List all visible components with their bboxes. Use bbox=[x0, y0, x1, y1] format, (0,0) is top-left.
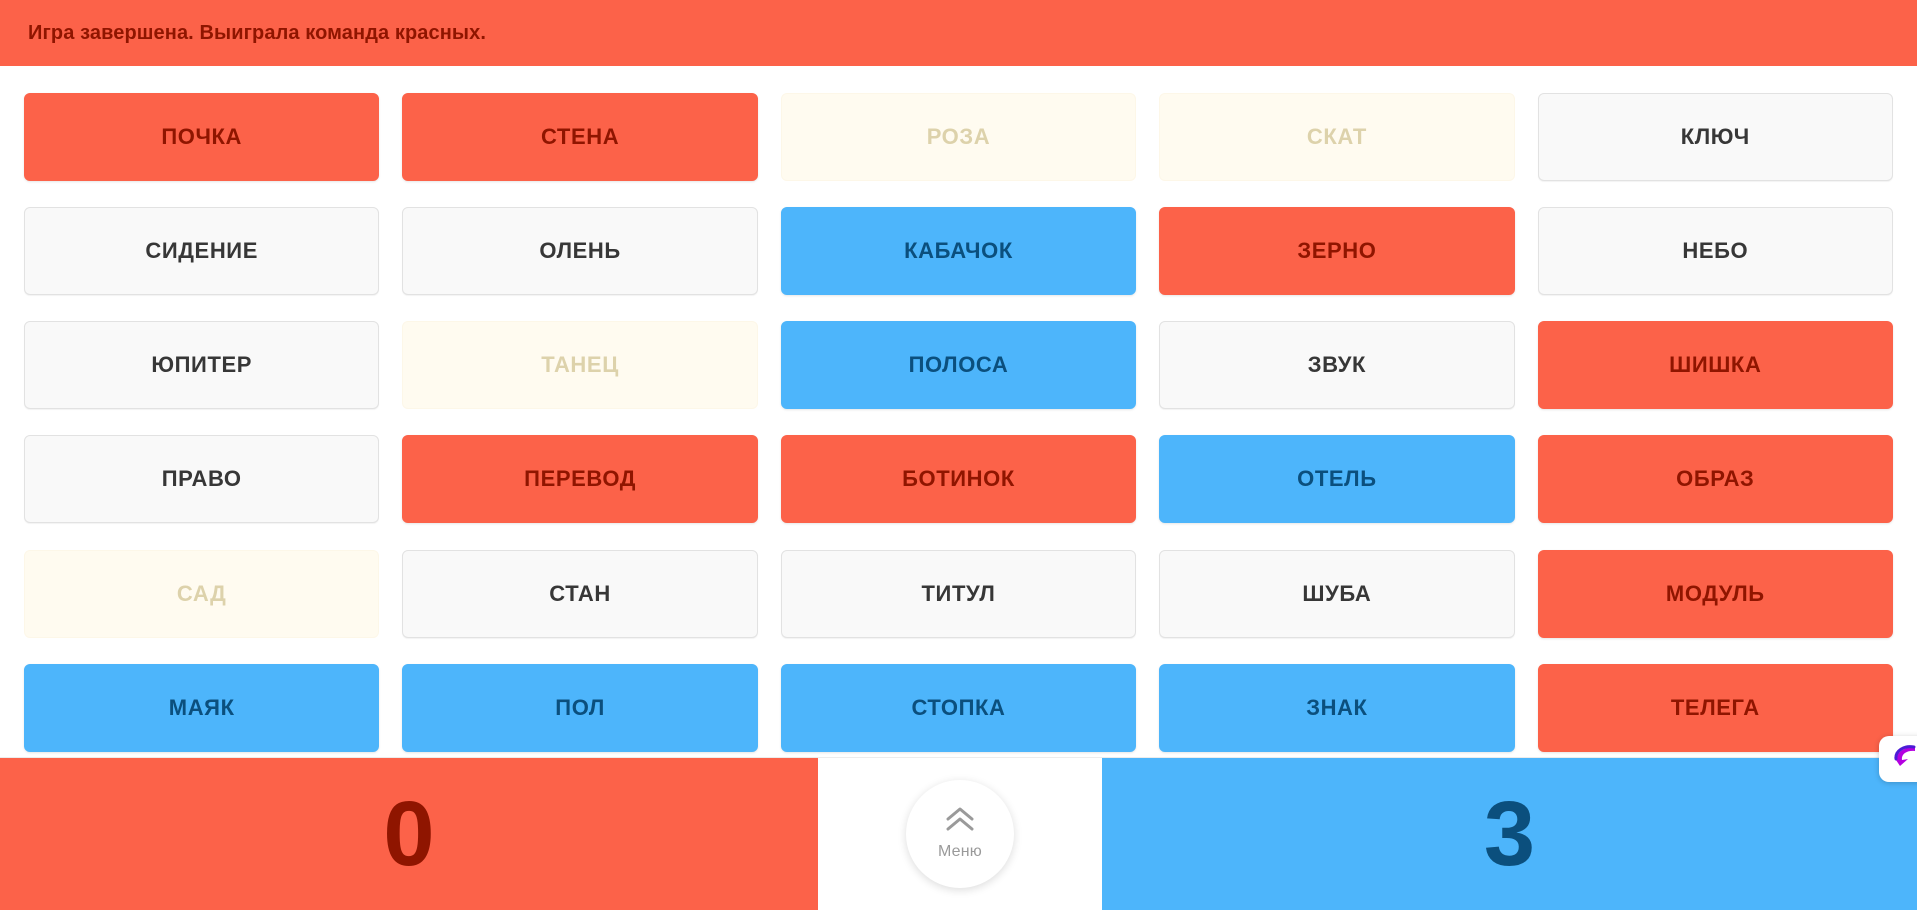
word-card-label: КЛЮЧ bbox=[1680, 124, 1750, 149]
word-card-label: САД bbox=[176, 580, 227, 606]
word-card[interactable]: ПОЧКА bbox=[24, 93, 380, 181]
game-status-text: Игра завершена. Выиграла команда красных… bbox=[28, 21, 486, 44]
word-card[interactable]: ПОЛ bbox=[402, 663, 758, 752]
word-card[interactable]: ПРАВО bbox=[24, 435, 380, 524]
word-card[interactable]: ЗНАК bbox=[1159, 663, 1515, 752]
red-team-score: 0 bbox=[383, 783, 435, 885]
word-card-label: НЕБО bbox=[1682, 238, 1749, 264]
word-card-label: ОЛЕНЬ bbox=[539, 238, 621, 264]
word-card[interactable]: ПОЛОСА bbox=[780, 321, 1137, 410]
word-card-label: ЗВУК bbox=[1307, 352, 1367, 378]
word-card-label: СТЕНА bbox=[540, 124, 620, 149]
word-card[interactable]: ОЛЕНЬ bbox=[402, 207, 758, 296]
word-card[interactable]: СТОПКА bbox=[780, 663, 1137, 752]
word-card[interactable]: ЗВУК bbox=[1159, 321, 1515, 410]
word-card-label: СКАТ bbox=[1306, 124, 1367, 149]
word-card[interactable]: ОТЕЛЬ bbox=[1159, 435, 1515, 524]
blue-team-score: 3 bbox=[1483, 783, 1536, 885]
word-card[interactable]: СТАН bbox=[402, 549, 758, 638]
word-card-label: ТИТУЛ bbox=[921, 580, 996, 606]
word-card[interactable]: ТИТУЛ bbox=[780, 549, 1137, 638]
word-card[interactable]: СКАТ bbox=[1159, 93, 1515, 181]
word-card[interactable]: КАБАЧОК bbox=[780, 207, 1137, 296]
word-card-label: ОТЕЛЬ bbox=[1297, 466, 1377, 492]
word-card[interactable]: КЛЮЧ bbox=[1537, 93, 1893, 181]
corner-widget[interactable] bbox=[1879, 736, 1917, 782]
word-card-label: ЮПИТЕР bbox=[151, 352, 253, 378]
word-card[interactable]: ТЕЛЕГА bbox=[1537, 663, 1893, 752]
word-card-label: ОБРАЗ bbox=[1676, 466, 1755, 492]
word-card-label: ПОЛОСА bbox=[908, 352, 1009, 378]
word-card[interactable]: МАЯК bbox=[24, 663, 380, 752]
word-card[interactable]: ТАНЕЦ bbox=[402, 321, 758, 410]
word-card[interactable]: ШИШКА bbox=[1537, 321, 1893, 410]
word-card-label: ПРАВО bbox=[161, 466, 242, 492]
word-card-label: ЗЕРНО bbox=[1297, 238, 1377, 264]
word-card[interactable]: СТЕНА bbox=[402, 93, 758, 181]
word-card-label: СТАН bbox=[549, 580, 611, 606]
word-card-label: ПОЧКА bbox=[161, 124, 243, 149]
word-card[interactable]: САД bbox=[24, 549, 380, 638]
word-card-label: ШУБА bbox=[1302, 580, 1372, 606]
word-card-label: БОТИНОК bbox=[902, 466, 1015, 492]
purple-arrow-icon bbox=[1893, 744, 1917, 774]
word-card-label: ТАНЕЦ bbox=[541, 352, 619, 378]
word-card-label: ШИШКА bbox=[1669, 352, 1762, 378]
score-bar: 0 Меню 3 bbox=[0, 736, 1917, 910]
menu-slot: Меню bbox=[818, 758, 1102, 910]
menu-button[interactable]: Меню bbox=[906, 780, 1014, 888]
word-card[interactable]: ОБРАЗ bbox=[1537, 435, 1893, 524]
blue-team-score-panel: 3 bbox=[1102, 758, 1917, 910]
word-card-label: МОДУЛЬ bbox=[1665, 580, 1765, 606]
word-card-label: СИДЕНИЕ bbox=[145, 238, 258, 264]
double-chevron-up-icon bbox=[944, 807, 976, 838]
word-card[interactable]: СИДЕНИЕ bbox=[24, 207, 380, 296]
word-card-label: СТОПКА bbox=[911, 694, 1006, 720]
word-card[interactable]: ЗЕРНО bbox=[1159, 207, 1515, 296]
word-card[interactable]: ЮПИТЕР bbox=[24, 321, 380, 410]
word-card-label: РОЗА bbox=[926, 124, 991, 149]
menu-button-label: Меню bbox=[937, 843, 983, 860]
word-card[interactable]: ШУБА bbox=[1159, 549, 1515, 638]
word-card[interactable]: МОДУЛЬ bbox=[1537, 549, 1893, 638]
word-card[interactable]: РОЗА bbox=[780, 93, 1137, 181]
word-card-label: ЗНАК bbox=[1306, 694, 1368, 720]
word-card-label: КАБАЧОК bbox=[904, 238, 1013, 264]
word-card-label: ПЕРЕВОД bbox=[524, 466, 637, 492]
word-card[interactable]: ПЕРЕВОД bbox=[402, 435, 758, 524]
word-card-label: МАЯК bbox=[168, 694, 235, 720]
word-card-grid: ПОЧКА СТЕНА РОЗА СКАТ КЛЮЧ СИДЕНИЕ ОЛЕНЬ КАБАЧО… bbox=[0, 66, 1917, 757]
word-card-label: ПОЛ bbox=[555, 694, 605, 720]
game-status-banner: Игра завершена. Выиграла команда красных… bbox=[0, 0, 1917, 66]
word-card-label: ТЕЛЕГА bbox=[1670, 694, 1760, 720]
red-team-score-panel: 0 bbox=[0, 758, 818, 910]
word-card[interactable]: НЕБО bbox=[1537, 207, 1893, 296]
word-card[interactable]: БОТИНОК bbox=[780, 435, 1137, 524]
